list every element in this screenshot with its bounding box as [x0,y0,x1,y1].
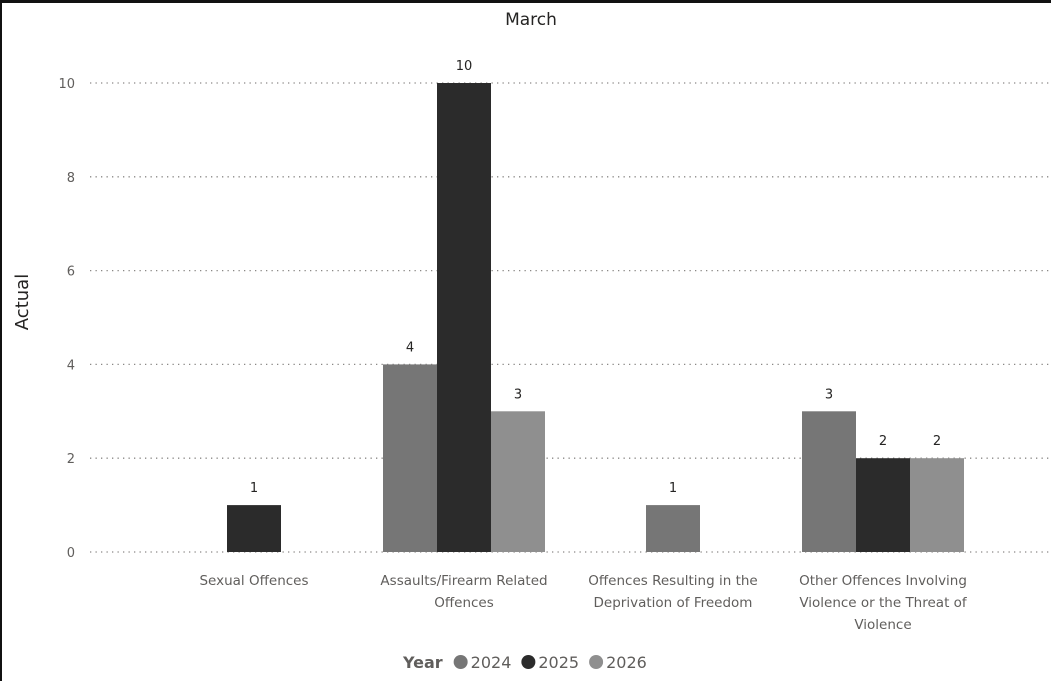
x-axis-categories: Sexual Offences Assaults/Firearm Related O… [199,573,967,633]
legend-marker[interactable] [453,655,468,669]
y-tick-label: 4 [67,358,75,373]
y-tick-label: 10 [58,77,75,92]
y-tick-label: 2 [67,452,75,467]
legend-marker[interactable] [589,655,604,669]
legend-item-label[interactable]: 2025 [538,653,579,672]
data-label: 4 [406,340,414,355]
bar[interactable] [646,505,700,552]
bar[interactable] [491,411,545,552]
x-category-label: Offences Resulting in the Deprivation of … [588,573,757,611]
data-label: 10 [456,59,473,74]
legend-item-label[interactable]: 2026 [606,653,647,672]
chart-title: March [505,10,557,30]
legend-title: Year [402,653,443,672]
data-label: 2 [879,434,887,449]
legend: Year 2024 2025 2026 [402,653,647,672]
data-labels: 1 4 10 3 1 3 2 2 [250,59,941,496]
bar[interactable] [802,411,856,552]
x-category-label: Other Offences Involving Violence or the … [799,573,968,633]
y-tick-label: 0 [67,546,75,561]
x-category-label: Assaults/Firearm Related Offences [380,573,547,611]
y-tick-label: 8 [67,171,75,186]
y-tick-label: 6 [67,265,75,280]
bar[interactable] [437,83,491,552]
bar[interactable] [910,458,964,552]
data-label: 3 [514,387,522,402]
legend-marker[interactable] [521,655,536,669]
data-label: 1 [669,481,677,496]
bar[interactable] [383,364,437,552]
x-category-label: Sexual Offences [199,573,308,589]
data-label: 3 [825,387,833,402]
bar[interactable] [856,458,910,552]
bars [227,83,964,552]
y-axis-ticks: 0 2 4 6 8 10 [58,77,75,561]
bar[interactable] [227,505,281,552]
data-label: 2 [933,434,941,449]
data-label: 1 [250,481,258,496]
y-axis-label: Actual [12,274,33,330]
legend-item-label[interactable]: 2024 [471,653,512,672]
